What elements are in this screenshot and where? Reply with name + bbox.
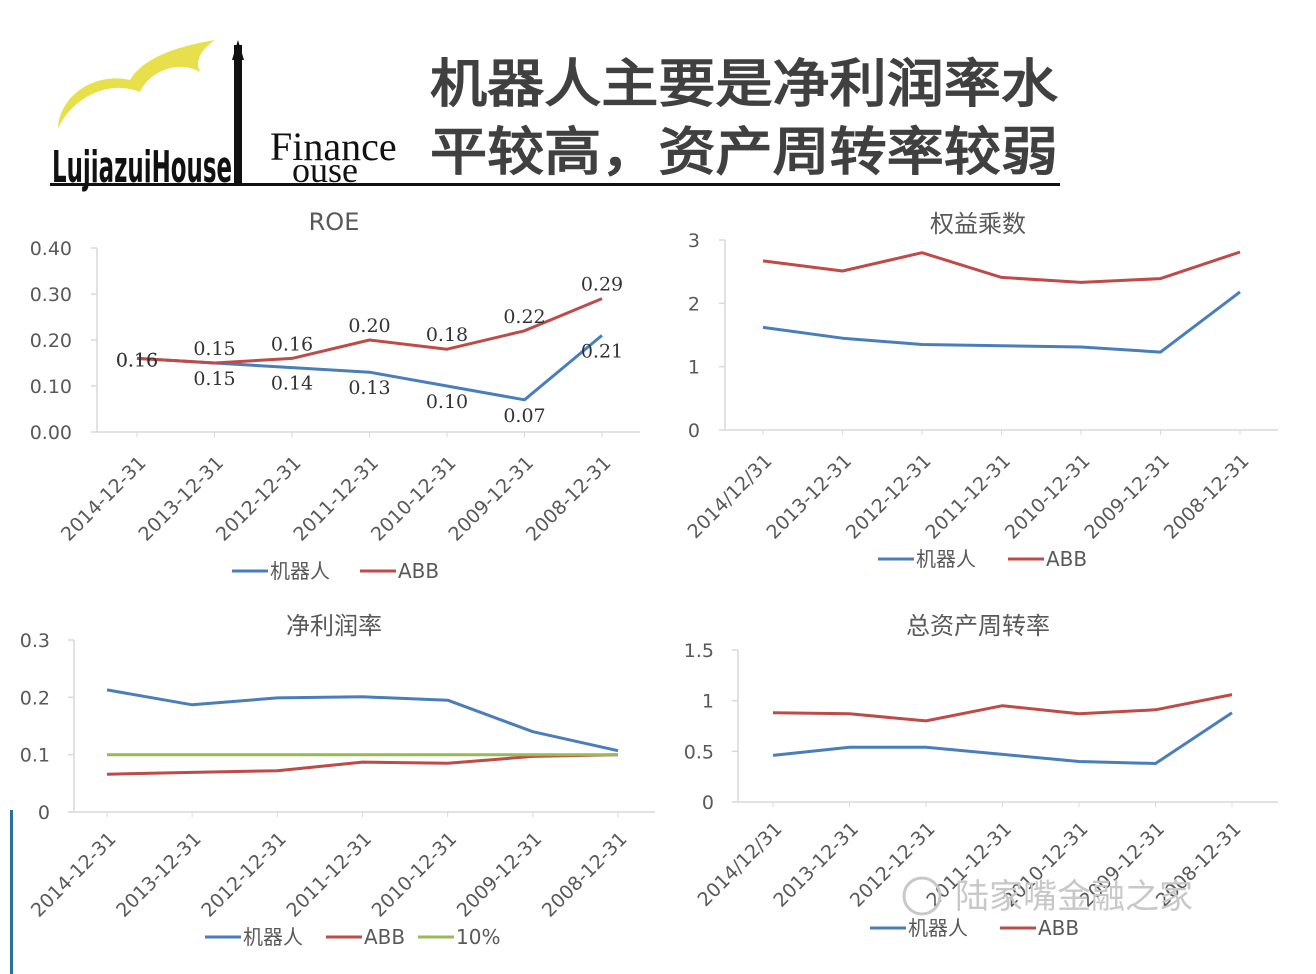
x-tick-label: 2010-12-31 (1001, 450, 1095, 544)
y-tick-label: 0 (38, 802, 50, 824)
legend-label: 10% (456, 925, 500, 949)
series-line-robot (106, 688, 619, 753)
y-tick-label: 1 (688, 357, 700, 379)
series-line-abb (762, 250, 1241, 284)
tower-icon (234, 45, 242, 185)
data-label: 0.18 (426, 324, 468, 346)
y-tick-label: 1.5 (684, 640, 714, 662)
legend-label: ABB (364, 925, 405, 949)
legend-label: 机器人 (243, 925, 303, 949)
logo-house: ouse (292, 150, 358, 190)
x-tick-label: 2013-12-31 (112, 828, 206, 922)
legend-label: 机器人 (916, 547, 976, 571)
x-tick-label: 2008-12-31 (538, 828, 632, 922)
y-tick-label: 0.40 (30, 238, 72, 260)
net-margin-chart: 净利润率 0 0.1 0.2 0.3 2014-12-312013-12-312012-1… (20, 612, 655, 949)
slide-title-line2: 平较高，资产周转率较弱 (430, 123, 1058, 183)
data-label: 0.20 (348, 315, 390, 337)
equity-multiplier-chart: 权益乘数01232014/12/312013-12-312012-12-3120… (684, 210, 1278, 571)
legend-label: 机器人 (908, 916, 968, 940)
y-tick-label: 0.10 (30, 376, 72, 398)
data-label: 0.10 (426, 391, 468, 413)
data-label: 0.22 (503, 306, 545, 328)
data-label: 0.14 (271, 373, 313, 395)
legend-label: ABB (1046, 547, 1087, 571)
x-tick-label: 2014-12-31 (27, 828, 121, 922)
x-tick-label: 2013-12-31 (762, 450, 856, 544)
chart-title: ROE (309, 208, 360, 236)
data-label: 0.13 (348, 377, 390, 399)
x-tick-label: 2012-12-31 (842, 450, 936, 544)
y-tick-label: 3 (688, 230, 700, 252)
y-tick-label: 0 (688, 420, 700, 442)
x-tick-label: 2009-12-31 (1080, 450, 1174, 544)
logo-finance: Finance (270, 124, 397, 169)
data-label: 0.16 (116, 349, 158, 371)
y-tick-label: 0.2 (20, 687, 50, 709)
slide-title-line1: 机器人主要是净利润率水 (430, 55, 1059, 115)
y-tick-label: 2 (688, 293, 700, 315)
series-line-robot (772, 711, 1233, 765)
chart-title: 总资产周转率 (906, 612, 1050, 640)
data-label: 0.16 (116, 349, 158, 371)
logo-name: LujiazuiHouse (52, 142, 232, 193)
header-rule (50, 183, 1060, 186)
series-line-abb (106, 753, 619, 776)
data-label: 0.15 (193, 368, 235, 390)
data-label: 0.07 (503, 405, 545, 427)
legend-label: ABB (1038, 916, 1079, 940)
y-tick-label: 0.00 (30, 422, 72, 444)
x-tick-label: 2010-12-31 (368, 828, 462, 922)
watermark: 陆家嘴金融之家 (902, 876, 1193, 917)
series-line-abb (772, 693, 1233, 723)
x-tick-label: 2011-12-31 (282, 828, 376, 922)
data-label: 0.21 (581, 340, 623, 362)
left-accent-bar (10, 810, 13, 974)
y-tick-label: 0.1 (20, 745, 50, 767)
series-line-robot (762, 290, 1241, 354)
chart-title: 权益乘数 (930, 210, 1026, 238)
x-tick-label: 2011-12-31 (921, 450, 1015, 544)
data-label: 0.15 (193, 338, 235, 360)
x-tick-label: 2008-12-31 (1160, 450, 1254, 544)
y-tick-label: 0.20 (30, 330, 72, 352)
y-tick-label: 0.3 (20, 630, 50, 652)
lujiazui-finance-house-logo: LujiazuiHouse Finance ouse (50, 40, 1060, 193)
legend-label: ABB (398, 559, 439, 583)
roe-chart: ROE0.000.100.200.300.402014-12-312013-12… (30, 208, 640, 583)
x-tick-label: 2012-12-31 (197, 828, 291, 922)
y-tick-label: 0 (702, 792, 714, 814)
y-tick-label: 0.5 (684, 741, 714, 763)
wechat-icon (902, 876, 942, 916)
chart-title: 净利润率 (286, 612, 382, 640)
y-tick-label: 0.30 (30, 284, 72, 306)
cloud-icon (58, 40, 215, 128)
data-label: 0.29 (581, 274, 623, 296)
data-label: 0.16 (271, 333, 313, 355)
y-tick-label: 1 (702, 691, 714, 713)
watermark-text: 陆家嘴金融之家 (955, 877, 1193, 917)
series-line-abb (136, 297, 603, 365)
x-tick-label: 2009-12-31 (453, 828, 547, 922)
legend-label: 机器人 (270, 559, 330, 583)
